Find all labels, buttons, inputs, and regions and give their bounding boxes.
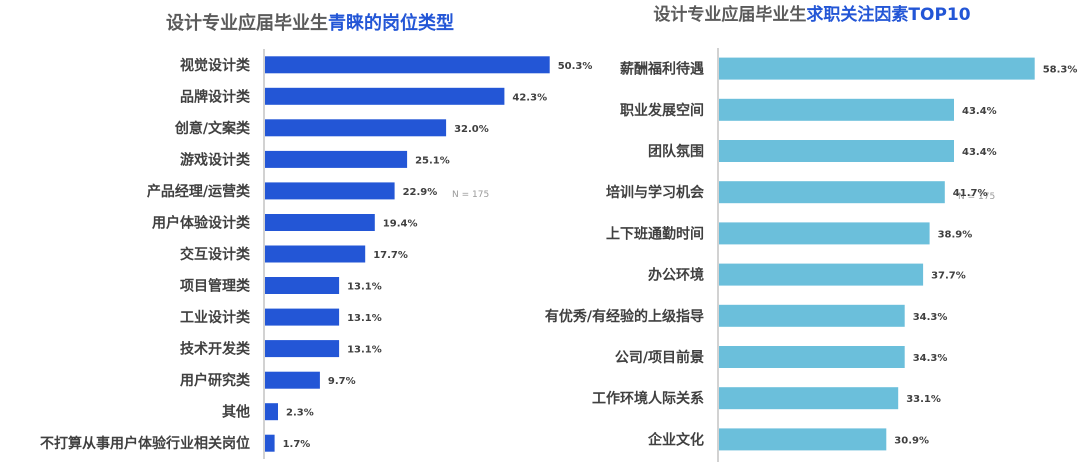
right-chart-bar [719,57,1035,80]
left-chart-bar [265,340,340,358]
left-chart-category-label: 品牌设计类 [180,88,251,105]
right-chart-bar [719,387,899,410]
left-chart-category-label: 技术开发类 [180,341,251,358]
right-chart-category-label: 薪酬福利待遇 [620,61,704,78]
right-chart-value-label: 37.7% [931,271,966,282]
left-chart-bar [265,119,447,137]
left-chart-value-label: 19.4% [383,219,418,230]
right-chart-category-label: 上下班通勤时间 [606,225,704,242]
right-chart-value-label: 38.9% [938,229,973,240]
left-chart-value-label: 13.1% [347,282,382,293]
right-chart-bar [719,263,924,286]
left-chart-bar [265,434,275,452]
left-chart-bar [265,371,320,389]
left-chart-value-label: 25.1% [415,155,450,166]
right-chart-value-label: 43.4% [962,147,997,158]
left-chart-title: 设计专业应届毕业生青睐的岗位类型 [166,12,454,34]
right-chart-value-label: 30.9% [894,435,929,446]
left-chart-category-label: 交互设计类 [180,246,251,263]
left-chart-value-label: 17.7% [373,250,408,261]
left-chart-value-label: 2.3% [286,408,314,419]
left-chart-title-prefix: 设计专业应届毕业生 [166,12,328,34]
left-chart-category-label: 其他 [222,404,250,421]
left-chart-bar [265,277,340,294]
right-chart-sample-note: N = 175 [958,192,995,202]
left-chart-category-label: 用户研究类 [180,372,251,389]
right-chart-title-prefix: 设计专业应届毕业生 [653,4,806,25]
right-chart-category-label: 培训与学习机会 [606,184,705,201]
left-chart-category-label: 用户体验设计类 [152,215,251,232]
left-chart-value-label: 32.0% [454,124,489,135]
left-chart-category-label: 视觉设计类 [180,57,251,74]
right-chart-bar [719,222,930,245]
left-chart-bar [265,182,395,200]
left-chart-category-label: 创意/文案类 [174,120,251,137]
left-chart-value-label: 9.7% [328,376,356,387]
left-chart-bar [265,150,408,168]
right-chart-value-label: 58.3% [1043,65,1078,76]
right-chart-category-label: 公司/项目前景 [615,349,704,366]
left-chart-category-label: 产品经理/运营类 [147,183,251,200]
left-chart-bar [265,87,505,105]
left-chart-category-label: 项目管理类 [180,278,251,295]
left-chart-value-label: 13.1% [347,345,382,356]
right-chart-plot: 薪酬福利待遇 58.3% 职业发展空间 43.4% 团队氛围 43.4% 培训与学习机会 41… [545,48,1078,462]
right-chart-value-label: 43.4% [962,106,997,117]
left-chart-category-label: 工业设计类 [180,309,251,326]
right-chart-category-label: 有优秀/有经验的上级指导 [545,308,704,325]
right-chart-category-label: 团队氛围 [648,143,704,160]
left-chart-value-label: 42.3% [512,92,547,103]
right-chart-value-label: 33.1% [906,394,941,405]
left-chart-bar [265,308,340,326]
right-chart-title: 设计专业应届毕业生求职关注因素TOP10 [653,4,970,25]
left-chart-value-label: 1.7% [283,439,311,450]
right-chart-category-label: 职业发展空间 [620,102,704,119]
left-chart-value-label: 22.9% [403,187,438,198]
right-chart-bar [719,304,905,327]
right-chart-category-label: 办公环境 [648,267,704,284]
right-chart-value-label: 41.7% [953,188,988,199]
right-chart-bar [719,140,954,162]
left-chart-category-label: 游戏设计类 [180,151,251,168]
right-chart-category-label: 企业文化 [647,431,704,448]
right-chart-category-label: 工作环境人际关系 [592,390,704,407]
left-chart-sample-note: N = 175 [452,190,489,200]
right-chart-bar [719,346,905,368]
left-chart-category-label: 不打算从事用户体验行业相关岗位 [40,435,250,452]
left-chart-value-label: 50.3% [558,61,593,72]
left-chart-bar [265,56,550,74]
left-chart-bar [265,403,278,421]
right-chart-bar [719,98,954,121]
right-chart-value-label: 34.3% [913,353,948,364]
left-chart-plot: 视觉设计类 50.3% 品牌设计类 42.3% 创意/文案类 32.0% 游戏设计类 25.1… [40,49,592,459]
right-chart-title-highlight: 求职关注因素TOP10 [806,4,970,25]
right-chart-value-label: 34.3% [913,312,948,323]
right-chart-bar [719,428,887,451]
left-chart-bar [265,245,366,263]
left-chart-value-label: 13.1% [347,313,382,324]
left-chart-bar [265,214,375,231]
right-chart-bar [719,181,945,204]
left-chart-title-highlight: 青睐的岗位类型 [328,12,454,34]
